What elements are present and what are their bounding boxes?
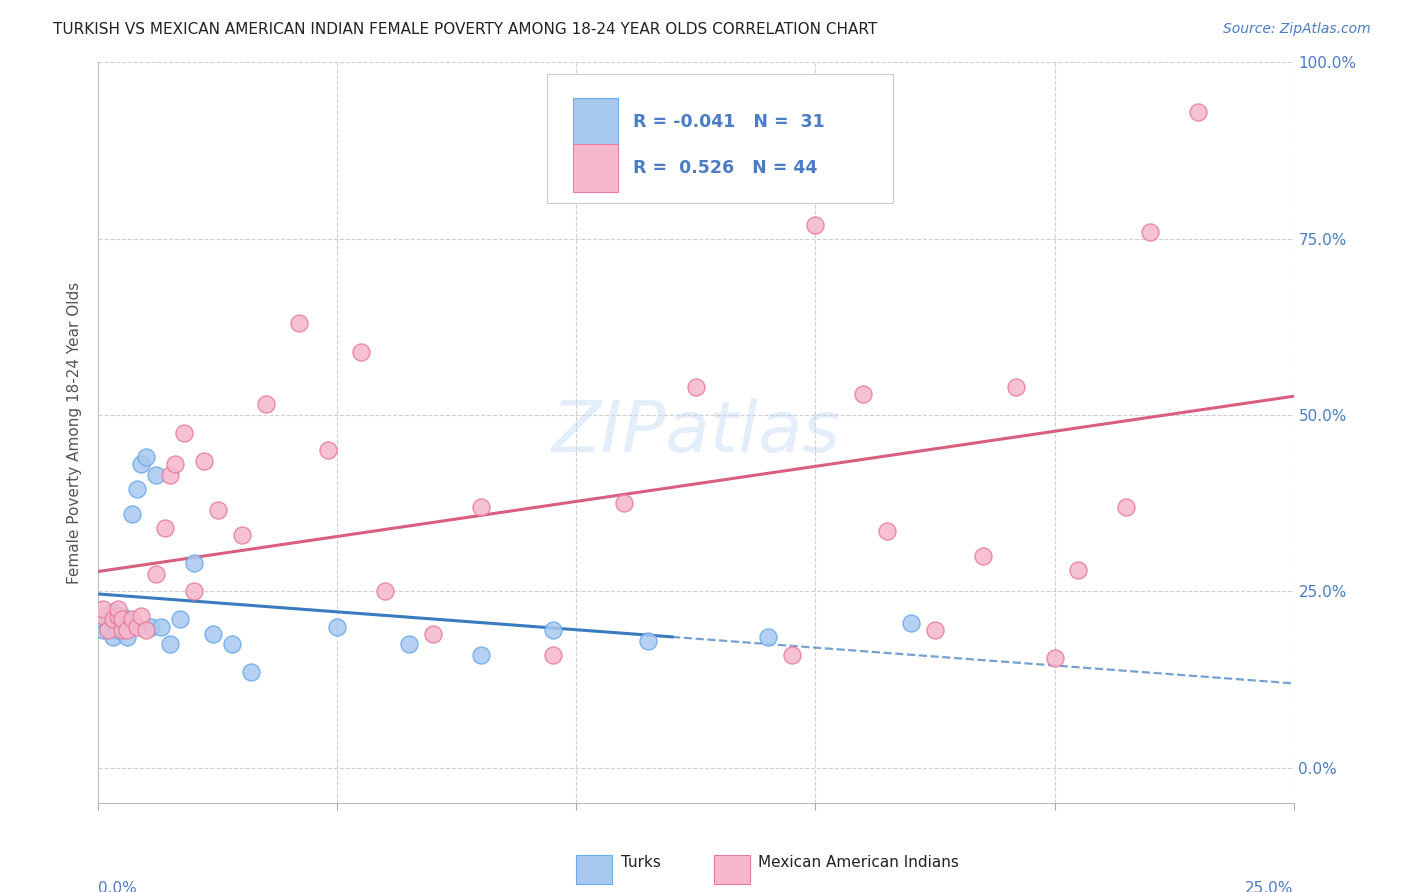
- Point: [972, 549, 994, 563]
- Point: [111, 623, 134, 637]
- Point: [183, 584, 205, 599]
- Point: [91, 609, 114, 624]
- Point: [924, 623, 946, 637]
- Point: [1115, 500, 1137, 514]
- Point: [159, 637, 181, 651]
- Point: [139, 619, 162, 633]
- Point: [288, 316, 311, 330]
- Point: [1187, 104, 1209, 119]
- Text: TURKISH VS MEXICAN AMERICAN INDIAN FEMALE POVERTY AMONG 18-24 YEAR OLDS CORRELAT: TURKISH VS MEXICAN AMERICAN INDIAN FEMAL…: [53, 22, 877, 37]
- Point: [111, 619, 134, 633]
- Point: [121, 507, 143, 521]
- Point: [756, 630, 779, 644]
- Text: Source: ZipAtlas.com: Source: ZipAtlas.com: [1223, 22, 1371, 37]
- Point: [637, 633, 659, 648]
- Text: 0.0%: 0.0%: [98, 880, 138, 892]
- Point: [685, 380, 707, 394]
- Point: [135, 450, 157, 465]
- Point: [101, 606, 124, 620]
- Point: [1139, 225, 1161, 239]
- Point: [221, 637, 243, 651]
- Point: [316, 443, 339, 458]
- Point: [876, 524, 898, 539]
- Bar: [572, 97, 619, 145]
- Point: [97, 623, 120, 637]
- Point: [398, 637, 420, 651]
- Point: [240, 665, 263, 680]
- Point: [852, 387, 875, 401]
- Point: [111, 612, 134, 626]
- Point: [111, 609, 134, 624]
- Point: [231, 528, 253, 542]
- Point: [780, 648, 803, 662]
- Point: [125, 482, 148, 496]
- Point: [1043, 651, 1066, 665]
- Y-axis label: Female Poverty Among 18-24 Year Olds: Female Poverty Among 18-24 Year Olds: [67, 282, 83, 583]
- Point: [115, 623, 138, 637]
- Point: [101, 630, 124, 644]
- Point: [326, 619, 349, 633]
- Text: 25.0%: 25.0%: [1246, 880, 1294, 892]
- Text: R =  0.526   N = 44: R = 0.526 N = 44: [633, 160, 817, 178]
- Text: R = -0.041   N =  31: R = -0.041 N = 31: [633, 112, 824, 130]
- Point: [125, 619, 148, 633]
- Point: [541, 648, 564, 662]
- Point: [169, 612, 191, 626]
- Point: [159, 467, 181, 482]
- Point: [202, 626, 225, 640]
- Point: [900, 615, 922, 630]
- Point: [131, 458, 153, 472]
- Point: [97, 619, 120, 633]
- Point: [207, 503, 229, 517]
- Point: [107, 612, 129, 626]
- Point: [145, 566, 167, 581]
- Point: [97, 609, 120, 624]
- FancyBboxPatch shape: [547, 73, 893, 203]
- Point: [135, 623, 157, 637]
- Point: [374, 584, 396, 599]
- Point: [173, 425, 195, 440]
- Point: [422, 626, 444, 640]
- Point: [91, 602, 114, 616]
- Point: [254, 397, 277, 411]
- Text: Mexican American Indians: Mexican American Indians: [758, 855, 959, 870]
- Bar: [576, 855, 613, 884]
- Point: [91, 612, 114, 626]
- Point: [1067, 563, 1090, 577]
- Point: [101, 612, 124, 626]
- Point: [193, 454, 215, 468]
- Point: [121, 612, 143, 626]
- Point: [107, 623, 129, 637]
- Point: [804, 218, 827, 232]
- Point: [145, 467, 167, 482]
- Point: [470, 648, 492, 662]
- Point: [131, 609, 153, 624]
- Point: [91, 623, 114, 637]
- Point: [107, 609, 129, 624]
- Point: [163, 458, 186, 472]
- Text: ZIPatlas: ZIPatlas: [551, 398, 841, 467]
- Text: Turks: Turks: [620, 855, 661, 870]
- Point: [541, 623, 564, 637]
- Point: [115, 630, 138, 644]
- Point: [183, 556, 205, 570]
- Point: [1005, 380, 1028, 394]
- Point: [155, 521, 177, 535]
- Bar: [572, 145, 619, 193]
- Point: [613, 496, 636, 510]
- Bar: [714, 855, 749, 884]
- Point: [350, 344, 373, 359]
- Point: [470, 500, 492, 514]
- Point: [149, 619, 172, 633]
- Point: [107, 602, 129, 616]
